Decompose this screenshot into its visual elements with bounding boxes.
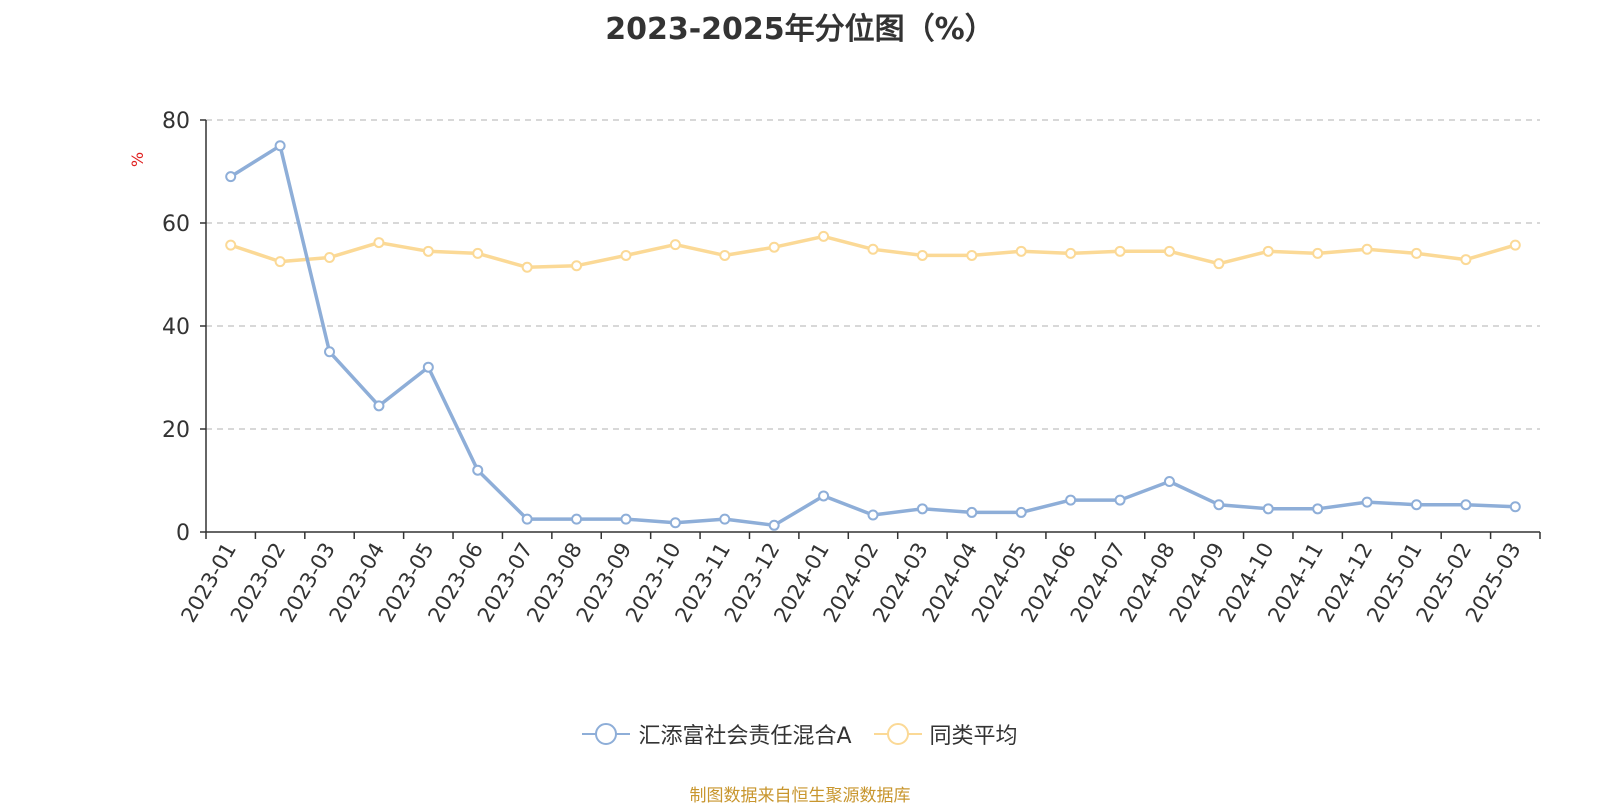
y-tick-label: 80 [162,109,190,134]
data-point-series-1 [1114,494,1126,506]
legend-label-series-2: 同类平均 [929,724,1018,749]
data-point-series-2 [867,243,879,255]
data-point-series-2 [472,247,484,259]
data-point-series-2 [1065,247,1077,259]
data-point-series-1 [1410,499,1422,511]
data-point-series-1 [966,506,978,518]
data-point-series-2 [571,260,583,272]
data-point-series-1 [1065,494,1077,506]
data-point-series-1 [373,400,385,412]
data-point-series-2 [966,249,978,261]
data-point-series-1 [472,464,484,476]
data-point-series-1 [1312,503,1324,515]
legend-marker-series-2 [873,723,922,745]
data-point-series-2 [1509,239,1521,251]
legend-item-series-1[interactable]: 汇添富社会责任混合A [582,718,852,750]
data-point-series-2 [1410,247,1422,259]
data-point-series-2 [373,237,385,249]
data-point-series-2 [916,249,928,261]
data-point-series-1 [324,346,336,358]
legend-marker-series-1 [582,723,631,745]
data-point-series-1 [768,519,780,531]
data-point-series-2 [521,261,533,273]
data-point-series-2 [1213,258,1225,270]
data-point-series-2 [719,249,731,261]
legend-label-series-1: 汇添富社会责任混合A [638,724,852,749]
data-point-series-2 [1361,243,1373,255]
data-point-series-1 [818,490,830,502]
y-tick-label: 0 [176,521,190,546]
data-point-series-1 [1509,501,1521,513]
data-point-series-1 [867,509,879,521]
legend-item-series-2[interactable]: 同类平均 [873,718,1018,750]
y-tick-label: 20 [162,418,190,443]
data-point-series-1 [620,513,632,525]
y-tick-label: 60 [162,212,190,237]
data-point-series-2 [818,230,830,242]
legend: 汇添富社会责任混合A 同类平均 [0,718,1600,750]
y-tick-label: 40 [162,315,190,340]
data-point-series-2 [1163,245,1175,257]
chart-title: 2023-2025年分位图（%） [605,12,995,47]
data-point-series-1 [422,361,434,373]
data-point-series-1 [225,171,237,183]
data-point-series-2 [324,252,336,264]
data-point-series-1 [1163,476,1175,488]
data-point-series-1 [916,503,928,515]
data-point-series-1 [1213,499,1225,511]
data-point-series-1 [1460,499,1472,511]
data-point-series-2 [1114,245,1126,257]
data-point-series-1 [521,513,533,525]
data-point-series-2 [768,241,780,253]
data-point-series-2 [1262,245,1274,257]
data-point-series-2 [1460,254,1472,266]
data-point-series-2 [1312,247,1324,259]
data-point-series-1 [1262,503,1274,515]
data-point-series-1 [669,517,681,529]
data-point-series-2 [1015,245,1027,257]
data-point-series-1 [1015,506,1027,518]
data-point-series-2 [669,239,681,251]
data-point-series-1 [719,513,731,525]
data-point-series-1 [1361,496,1373,508]
data-point-series-2 [225,239,237,251]
data-point-series-2 [422,245,434,257]
data-point-series-1 [571,513,583,525]
source-note: 制图数据来自恒生聚源数据库 [689,786,911,806]
series-line-1 [229,144,1516,528]
data-point-series-2 [620,249,632,261]
data-point-series-1 [274,140,286,152]
data-point-series-2 [274,256,286,268]
